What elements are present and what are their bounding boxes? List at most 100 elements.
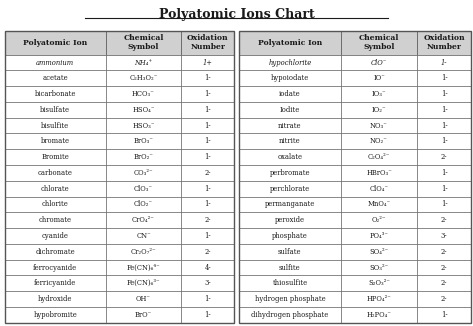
Bar xyxy=(341,31,417,55)
Bar xyxy=(5,31,105,55)
Bar xyxy=(5,244,105,259)
Bar xyxy=(5,118,105,133)
Text: 1-: 1- xyxy=(204,90,211,98)
Bar xyxy=(181,149,234,165)
Bar xyxy=(105,307,181,323)
Text: sulfate: sulfate xyxy=(278,248,302,256)
Text: 1-: 1- xyxy=(204,106,211,114)
Bar xyxy=(239,228,341,244)
Text: dihydrogen phosphate: dihydrogen phosphate xyxy=(251,311,328,319)
Bar xyxy=(341,212,417,228)
Bar xyxy=(341,149,417,165)
Bar xyxy=(105,291,181,307)
Bar xyxy=(417,228,471,244)
Text: 1-: 1- xyxy=(204,74,211,82)
Bar xyxy=(417,31,471,55)
Text: acetate: acetate xyxy=(43,74,68,82)
Text: peroxide: peroxide xyxy=(275,216,305,224)
Text: 1-: 1- xyxy=(204,311,211,319)
Bar xyxy=(341,244,417,259)
Text: 1-: 1- xyxy=(441,137,447,145)
Bar xyxy=(5,275,105,291)
Text: SO₄²⁻: SO₄²⁻ xyxy=(369,248,389,256)
Bar xyxy=(5,102,105,118)
Text: 1-: 1- xyxy=(204,200,211,208)
Text: permanganate: permanganate xyxy=(265,200,315,208)
Text: Cr₂O₇²⁻: Cr₂O₇²⁻ xyxy=(131,248,157,256)
Bar xyxy=(181,118,234,133)
Text: bisulfite: bisulfite xyxy=(41,122,69,130)
Bar xyxy=(105,55,181,70)
Bar xyxy=(417,259,471,275)
Text: 3-: 3- xyxy=(441,232,447,240)
Bar xyxy=(5,55,105,70)
Bar xyxy=(181,259,234,275)
Bar xyxy=(5,307,105,323)
Text: perchlorate: perchlorate xyxy=(270,185,310,193)
Bar xyxy=(341,86,417,102)
Bar xyxy=(181,228,234,244)
Bar xyxy=(239,197,341,212)
Bar xyxy=(181,275,234,291)
Text: hypochlorite: hypochlorite xyxy=(268,58,312,67)
Text: PO₄³⁻: PO₄³⁻ xyxy=(369,232,389,240)
Text: Polyatomic Ions Chart: Polyatomic Ions Chart xyxy=(158,8,315,21)
Text: 3-: 3- xyxy=(204,279,211,287)
Bar xyxy=(341,197,417,212)
Bar xyxy=(181,31,234,55)
Bar xyxy=(341,275,417,291)
Text: phosphate: phosphate xyxy=(272,232,308,240)
Text: BrO⁻: BrO⁻ xyxy=(135,311,152,319)
Text: IO₂⁻: IO₂⁻ xyxy=(372,106,386,114)
Text: 2-: 2- xyxy=(441,248,447,256)
Text: NH₄⁺: NH₄⁺ xyxy=(134,58,153,67)
Bar xyxy=(341,70,417,86)
Bar xyxy=(181,70,234,86)
Bar xyxy=(5,86,105,102)
Text: HPO₄²⁻: HPO₄²⁻ xyxy=(367,295,392,303)
Text: ammonium: ammonium xyxy=(36,58,74,67)
Text: 2-: 2- xyxy=(441,153,447,161)
Text: bromate: bromate xyxy=(41,137,70,145)
Text: ClO₂⁻: ClO₂⁻ xyxy=(134,200,153,208)
Text: CO₃²⁻: CO₃²⁻ xyxy=(134,169,153,177)
Text: nitrate: nitrate xyxy=(278,122,302,130)
Bar xyxy=(5,181,105,197)
Bar xyxy=(239,149,341,165)
Text: O₂²⁻: O₂²⁻ xyxy=(372,216,386,224)
Bar xyxy=(341,181,417,197)
Text: dichromate: dichromate xyxy=(35,248,75,256)
Bar xyxy=(239,70,341,86)
Text: hydroxide: hydroxide xyxy=(38,295,72,303)
Text: HSO₄⁻: HSO₄⁻ xyxy=(132,106,155,114)
Text: chlorite: chlorite xyxy=(42,200,69,208)
Bar xyxy=(105,165,181,181)
Bar xyxy=(105,133,181,149)
Text: HBrO₃⁻: HBrO₃⁻ xyxy=(366,169,392,177)
Text: 1-: 1- xyxy=(441,200,447,208)
Bar xyxy=(417,149,471,165)
Bar xyxy=(417,307,471,323)
Bar xyxy=(417,197,471,212)
Bar xyxy=(239,133,341,149)
Text: S₂O₃²⁻: S₂O₃²⁻ xyxy=(368,279,390,287)
Bar xyxy=(105,181,181,197)
Text: OH⁻: OH⁻ xyxy=(136,295,151,303)
Text: 1-: 1- xyxy=(441,90,447,98)
Bar xyxy=(239,31,341,55)
Text: 1-: 1- xyxy=(204,122,211,130)
Text: sulfite: sulfite xyxy=(279,263,301,272)
Text: CN⁻: CN⁻ xyxy=(136,232,151,240)
Text: perbromate: perbromate xyxy=(270,169,310,177)
Bar xyxy=(5,165,105,181)
Bar xyxy=(417,118,471,133)
Bar xyxy=(417,244,471,259)
Bar xyxy=(181,181,234,197)
Text: hypobromite: hypobromite xyxy=(33,311,77,319)
Bar xyxy=(417,102,471,118)
Text: Iodite: Iodite xyxy=(280,106,300,114)
Text: Polyatomic Ion: Polyatomic Ion xyxy=(258,39,322,47)
Bar xyxy=(181,165,234,181)
Bar xyxy=(105,228,181,244)
Bar xyxy=(105,102,181,118)
